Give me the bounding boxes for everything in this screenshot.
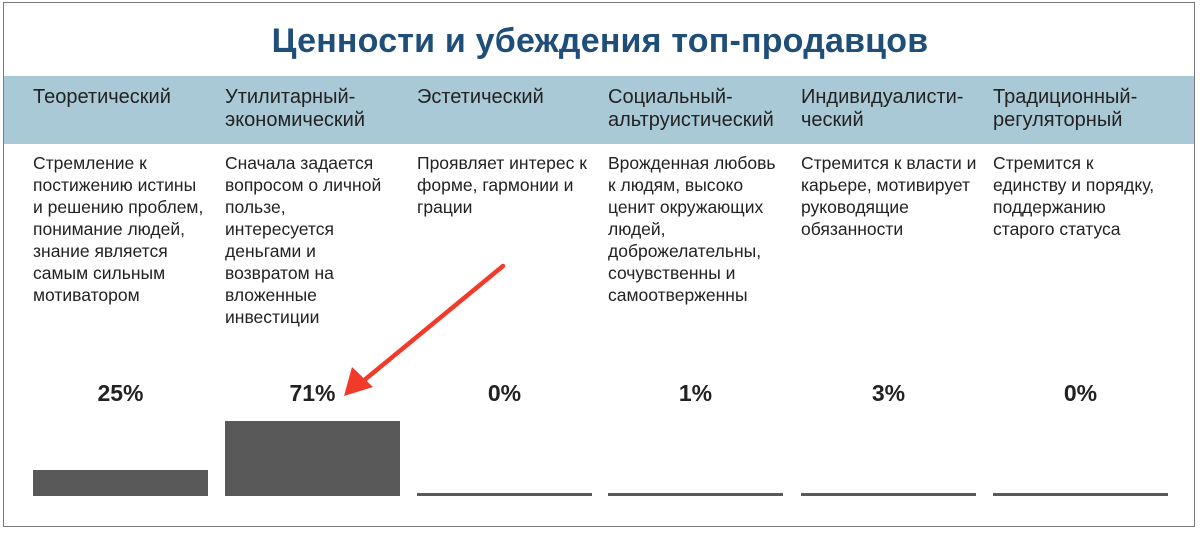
column-header: Эстетический	[417, 86, 544, 109]
column-header-line: Традиционный-	[993, 86, 1138, 108]
column-description-line: руководящие	[801, 197, 909, 217]
column-header-line: экономический	[225, 109, 366, 131]
column-header: Утилитарный-экономический	[225, 86, 365, 132]
column-header-line: Социальный-	[608, 86, 733, 108]
column-header: Традиционный-регуляторный	[993, 86, 1137, 132]
column-description-line: деньгами и	[225, 241, 316, 261]
column-description-line: Стремление к	[33, 153, 147, 173]
column-description: Стремится к единству и порядку, поддержани…	[993, 152, 1154, 240]
column-header: Социальный-альтруистический	[608, 86, 774, 132]
bar-value-label: 25%	[97, 380, 144, 406]
column-description-line: самоотверженны	[608, 285, 748, 305]
column-description-line: грации	[417, 197, 473, 217]
column-description: Сначала задается вопросом о личной пользе,…	[225, 152, 381, 328]
column-description-line: и решению проблем,	[33, 197, 204, 217]
column-description-line: к людям, высоко	[608, 175, 744, 195]
column-description-line: сочувственны и	[608, 263, 736, 283]
column-description-line: знание является	[33, 241, 168, 261]
column-description-line: Врожденная любовь	[608, 153, 776, 173]
column-description: Стремление к постижению истины и решению п…	[33, 152, 203, 306]
column-description: Проявляет интерес к форме, гармонии и грац…	[417, 152, 587, 218]
column-description-line: обязанности	[801, 219, 904, 239]
column-header-line: Теоретический	[33, 86, 171, 108]
column-description-line: возвратом на	[225, 263, 334, 283]
column-description-line: карьере, мотивирует	[801, 175, 971, 195]
column-description-line: ценит окружающих	[608, 197, 764, 217]
column-description-line: форме, гармонии и	[417, 175, 574, 195]
column-header: Теоретический	[33, 86, 171, 109]
bar	[417, 493, 592, 496]
column-header-line: регуляторный	[993, 109, 1123, 131]
column-description-line: Сначала задается	[225, 153, 374, 173]
column-header-line: альтруистический	[608, 109, 774, 131]
column-header-line: Эстетический	[417, 86, 544, 108]
column-description-line: поддержанию	[993, 197, 1106, 217]
bar-value-label: 1%	[678, 380, 713, 406]
header-band	[4, 76, 1194, 144]
column-description-line: понимание людей,	[33, 219, 185, 239]
column-description-line: мотиватором	[33, 285, 140, 305]
bar-value-label: 3%	[871, 380, 906, 406]
column-description-line: доброжелательны,	[608, 241, 762, 261]
column-description-line: старого статуса	[993, 219, 1121, 239]
column-header-line: Индивидуалисти-	[801, 86, 964, 108]
bar-value-label: 71%	[289, 380, 336, 406]
column-description-line: инвестиции	[225, 307, 320, 327]
column-header-line: ческий	[801, 109, 864, 131]
bar	[225, 421, 400, 496]
column-description-line: вопросом о личной	[225, 175, 382, 195]
column-header: Индивидуалисти-ческий	[801, 86, 963, 132]
column-header-line: Утилитарный-	[225, 86, 356, 108]
bar	[993, 493, 1168, 496]
arrow-shaft	[359, 263, 506, 385]
bar	[33, 470, 208, 496]
column-description: Стремится к власти и карьере, мотивирует р…	[801, 152, 976, 240]
bar	[801, 493, 976, 496]
column-description-line: Стремится к	[993, 153, 1094, 173]
column-description-line: Проявляет интерес к	[417, 153, 587, 173]
column-description-line: самым сильным	[33, 263, 166, 283]
bar	[608, 493, 783, 496]
bar-value-label: 0%	[1063, 380, 1098, 406]
column-description: Врожденная любовь к людям, высоко ценит ок…	[608, 152, 776, 306]
column-description-line: вложенные	[225, 285, 317, 305]
bar-value-label: 0%	[487, 380, 522, 406]
column-description-line: интересуется	[225, 219, 334, 239]
column-description-line: постижению истины	[33, 175, 197, 195]
column-description-line: людей,	[608, 219, 666, 239]
column-description-line: Стремится к власти и	[801, 153, 977, 173]
column-description-line: пользе,	[225, 197, 286, 217]
column-description-line: единству и порядку,	[993, 175, 1155, 195]
chart-title: Ценности и убеждения топ-продавцов	[271, 22, 929, 60]
arrow-head	[344, 367, 373, 396]
